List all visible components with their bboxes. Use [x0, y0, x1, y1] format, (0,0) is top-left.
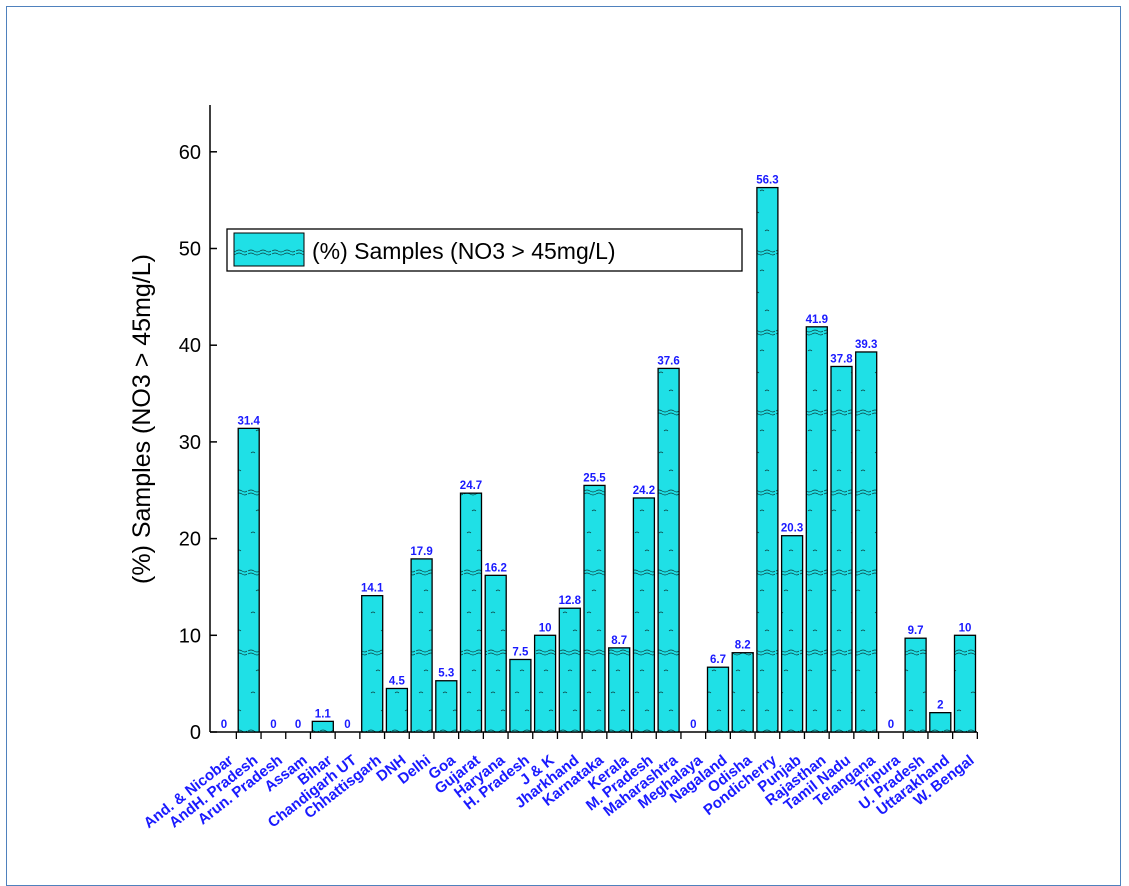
y-axis-label: (%) Samples (NO3 > 45mg/L) — [128, 254, 156, 584]
bar — [929, 712, 952, 733]
value-label: 24.2 — [633, 485, 655, 497]
value-label: 5.3 — [438, 668, 454, 680]
value-label: 0 — [295, 719, 301, 731]
value-label: 37.8 — [830, 353, 853, 365]
value-label: 12.8 — [559, 595, 582, 607]
value-label: 25.5 — [583, 472, 606, 484]
value-label: 17.9 — [410, 546, 432, 558]
bar — [435, 680, 458, 733]
bar — [361, 595, 384, 733]
value-label: 56.3 — [756, 175, 778, 187]
value-label: 20.3 — [781, 523, 803, 535]
bar — [459, 492, 483, 733]
bar — [904, 637, 927, 733]
bar — [780, 535, 804, 733]
bar — [608, 647, 631, 733]
y-tick-label: 50 — [179, 239, 201, 261]
bar — [484, 574, 507, 733]
value-label: 7.5 — [512, 646, 529, 658]
y-tick-label: 60 — [179, 142, 201, 164]
bar — [509, 658, 532, 733]
bar — [311, 720, 334, 733]
bar — [706, 666, 730, 733]
legend-box — [226, 228, 743, 272]
chart-frame: 0 10 20 30 40 50 60 (%) Samples (NO3 > 45mg/L)… — [6, 6, 1121, 886]
legend-label: (%) Samples (NO3 > 45mg/L) — [312, 238, 616, 264]
y-tick-label: 10 — [179, 625, 201, 647]
bar — [558, 607, 581, 733]
bar — [830, 365, 853, 733]
value-label: 10 — [539, 622, 552, 634]
value-label: 0 — [221, 719, 227, 731]
value-label: 16.2 — [485, 562, 507, 574]
value-label: 37.6 — [657, 355, 679, 367]
bar — [385, 687, 409, 733]
bar — [731, 652, 754, 733]
bar — [237, 427, 260, 733]
value-label: 24.7 — [460, 480, 482, 492]
value-label: 0 — [690, 719, 696, 731]
y-tick-label: 40 — [179, 335, 201, 357]
value-label: 8.2 — [735, 640, 751, 652]
y-tick-label: 20 — [179, 529, 201, 551]
legend: (%) Samples (NO3 > 45mg/L) — [226, 228, 743, 272]
value-label: 0 — [344, 719, 350, 731]
value-label: 41.9 — [806, 314, 828, 326]
bar — [410, 558, 433, 733]
y-tick-label: 0 — [190, 722, 201, 744]
value-label: 1.1 — [315, 708, 332, 720]
bar — [756, 186, 779, 733]
value-label: 9.7 — [908, 625, 924, 637]
value-label: 10 — [959, 622, 972, 634]
value-label: 4.5 — [389, 675, 406, 687]
y-tick-label: 30 — [179, 432, 201, 454]
bar — [632, 497, 656, 733]
value-label: 2 — [937, 700, 943, 712]
bar — [805, 326, 828, 733]
value-label: 0 — [270, 719, 276, 731]
value-label: 0 — [888, 719, 894, 731]
legend-swatch — [233, 232, 305, 267]
value-label: 6.7 — [710, 654, 726, 666]
bar — [583, 484, 606, 733]
bar — [855, 351, 878, 733]
value-label: 8.7 — [611, 635, 627, 647]
bar — [953, 634, 977, 733]
bar — [657, 367, 680, 733]
value-label: 31.4 — [238, 415, 261, 427]
value-label: 39.3 — [855, 339, 877, 351]
bar — [533, 634, 557, 733]
value-label: 14.1 — [361, 583, 384, 595]
